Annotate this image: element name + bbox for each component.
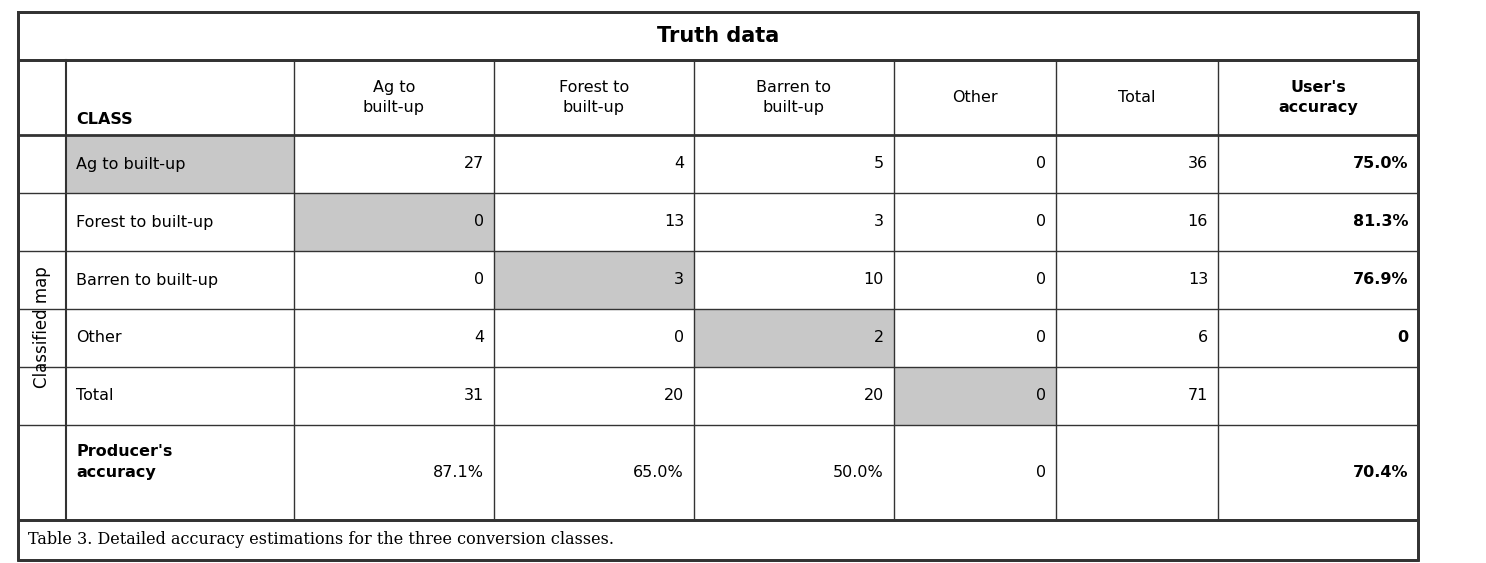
Text: Total: Total <box>1119 90 1156 105</box>
Text: 3: 3 <box>675 272 684 288</box>
Text: Ag to
built-up: Ag to built-up <box>363 80 425 115</box>
Text: 76.9%: 76.9% <box>1352 272 1409 288</box>
Text: 2: 2 <box>874 330 884 346</box>
Text: 20: 20 <box>664 388 684 404</box>
Text: 3: 3 <box>874 215 884 230</box>
Text: 87.1%: 87.1% <box>432 465 484 480</box>
Polygon shape <box>694 309 895 367</box>
Text: User's
accuracy: User's accuracy <box>1278 80 1358 115</box>
Text: 36: 36 <box>1187 157 1208 172</box>
Text: 0: 0 <box>1036 215 1046 230</box>
Text: Forest to
built-up: Forest to built-up <box>559 80 629 115</box>
Text: 5: 5 <box>874 157 884 172</box>
Text: 65.0%: 65.0% <box>633 465 684 480</box>
Text: 31: 31 <box>464 388 484 404</box>
Text: 0: 0 <box>1036 465 1046 480</box>
Polygon shape <box>294 193 493 251</box>
Text: 6: 6 <box>1198 330 1208 346</box>
Text: 13: 13 <box>1187 272 1208 288</box>
Text: Forest to built-up: Forest to built-up <box>76 215 214 230</box>
Text: 50.0%: 50.0% <box>834 465 884 480</box>
Text: 4: 4 <box>474 330 484 346</box>
Text: Table 3. Detailed accuracy estimations for the three conversion classes.: Table 3. Detailed accuracy estimations f… <box>28 531 614 548</box>
Text: 81.3%: 81.3% <box>1352 215 1409 230</box>
Text: Truth data: Truth data <box>657 26 779 46</box>
Text: 0: 0 <box>1036 330 1046 346</box>
Polygon shape <box>493 251 694 309</box>
Text: Barren to built-up: Barren to built-up <box>76 272 218 288</box>
Text: 4: 4 <box>673 157 684 172</box>
Text: Classified map: Classified map <box>33 267 51 388</box>
Text: 0: 0 <box>673 330 684 346</box>
Text: 0: 0 <box>474 215 484 230</box>
Polygon shape <box>65 135 294 193</box>
Text: 13: 13 <box>664 215 684 230</box>
Polygon shape <box>895 367 1057 425</box>
Text: 27: 27 <box>464 157 484 172</box>
Text: Barren to
built-up: Barren to built-up <box>756 80 832 115</box>
Polygon shape <box>18 12 1418 60</box>
Text: Ag to built-up: Ag to built-up <box>76 157 186 172</box>
Text: Total: Total <box>76 388 113 404</box>
Text: Producer's
accuracy: Producer's accuracy <box>76 445 172 480</box>
Text: CLASS: CLASS <box>76 112 132 127</box>
Text: 0: 0 <box>474 272 484 288</box>
Text: 0: 0 <box>1036 272 1046 288</box>
Text: Other: Other <box>953 90 997 105</box>
Text: 0: 0 <box>1397 330 1409 346</box>
Text: 71: 71 <box>1187 388 1208 404</box>
Text: 10: 10 <box>863 272 884 288</box>
Text: 20: 20 <box>863 388 884 404</box>
Text: 0: 0 <box>1036 388 1046 404</box>
Text: 0: 0 <box>1036 157 1046 172</box>
Polygon shape <box>18 520 1418 560</box>
Text: 16: 16 <box>1187 215 1208 230</box>
Text: Other: Other <box>76 330 122 346</box>
Text: 70.4%: 70.4% <box>1352 465 1409 480</box>
Text: 75.0%: 75.0% <box>1352 157 1409 172</box>
